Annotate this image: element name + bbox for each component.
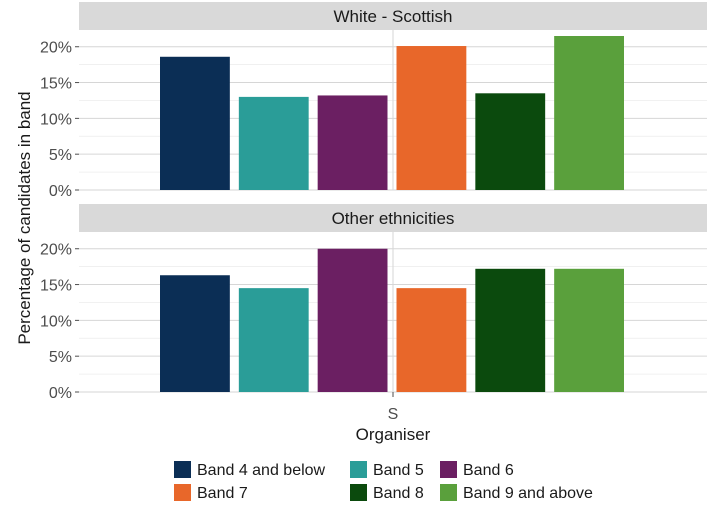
legend-item: Band 9 and above — [440, 484, 593, 502]
bar-band-8 — [475, 93, 546, 190]
legend-item: Band 4 and below — [174, 461, 326, 479]
y-tick-label: 15% — [40, 76, 72, 93]
panel-1: White - Scottish 0% 5% 10% 15% 20% — [40, 2, 707, 200]
panel-title: Other ethnicities — [332, 209, 455, 228]
bar-band-6 — [317, 95, 388, 190]
bar-band-5 — [238, 96, 309, 190]
y-tick-label: 0% — [49, 183, 72, 200]
y-tick-label: 5% — [49, 147, 72, 164]
bar-band-8 — [475, 268, 546, 392]
y-tick-label: 20% — [40, 242, 72, 259]
bar-band-6 — [317, 248, 388, 392]
x-tick-label: S — [388, 406, 399, 423]
y-tick-label: 10% — [40, 111, 72, 128]
legend-swatch — [440, 484, 457, 501]
y-tick-label: 0% — [49, 385, 72, 402]
bar-band-4-and-below — [160, 275, 230, 392]
y-tick-label: 20% — [40, 40, 72, 57]
y-tick-label: 5% — [49, 349, 72, 366]
legend-item: Band 5 — [350, 461, 424, 479]
legend-label: Band 6 — [463, 462, 514, 479]
y-tick-label: 15% — [40, 278, 72, 295]
bar-band-5 — [238, 288, 309, 392]
legend-item: Band 7 — [174, 484, 248, 502]
legend-label: Band 5 — [373, 462, 424, 479]
legend-label: Band 9 and above — [463, 485, 593, 502]
bar-band-7 — [396, 46, 467, 190]
bar-band-7 — [396, 288, 467, 392]
legend-swatch — [350, 484, 367, 501]
legend-swatch — [174, 461, 191, 478]
panel-strip — [79, 2, 707, 30]
legend-item: Band 8 — [350, 484, 424, 502]
bar-band-4-and-below — [160, 56, 230, 190]
bar-band-9-and-above — [554, 36, 624, 190]
legend-swatch — [440, 461, 457, 478]
panel-2: Other ethnicities 0% 5% 10% 15% 20% — [40, 204, 707, 402]
y-axis-title: Percentage of candidates in band — [15, 91, 34, 344]
legend-item: Band 6 — [440, 461, 514, 479]
legend-swatch — [174, 484, 191, 501]
legend-label: Band 8 — [373, 485, 424, 502]
bar-band-9-and-above — [554, 268, 624, 392]
legend-swatch — [350, 461, 367, 478]
panel-strip — [79, 204, 707, 232]
y-tick-label: 10% — [40, 313, 72, 330]
x-axis-title: Organiser — [356, 425, 431, 444]
panel-title: White - Scottish — [333, 7, 452, 26]
legend: Band 4 and below Band 5 Band 6 Band 7 Band 8… — [174, 461, 593, 502]
legend-label: Band 7 — [197, 485, 248, 502]
legend-label: Band 4 and below — [197, 462, 326, 479]
